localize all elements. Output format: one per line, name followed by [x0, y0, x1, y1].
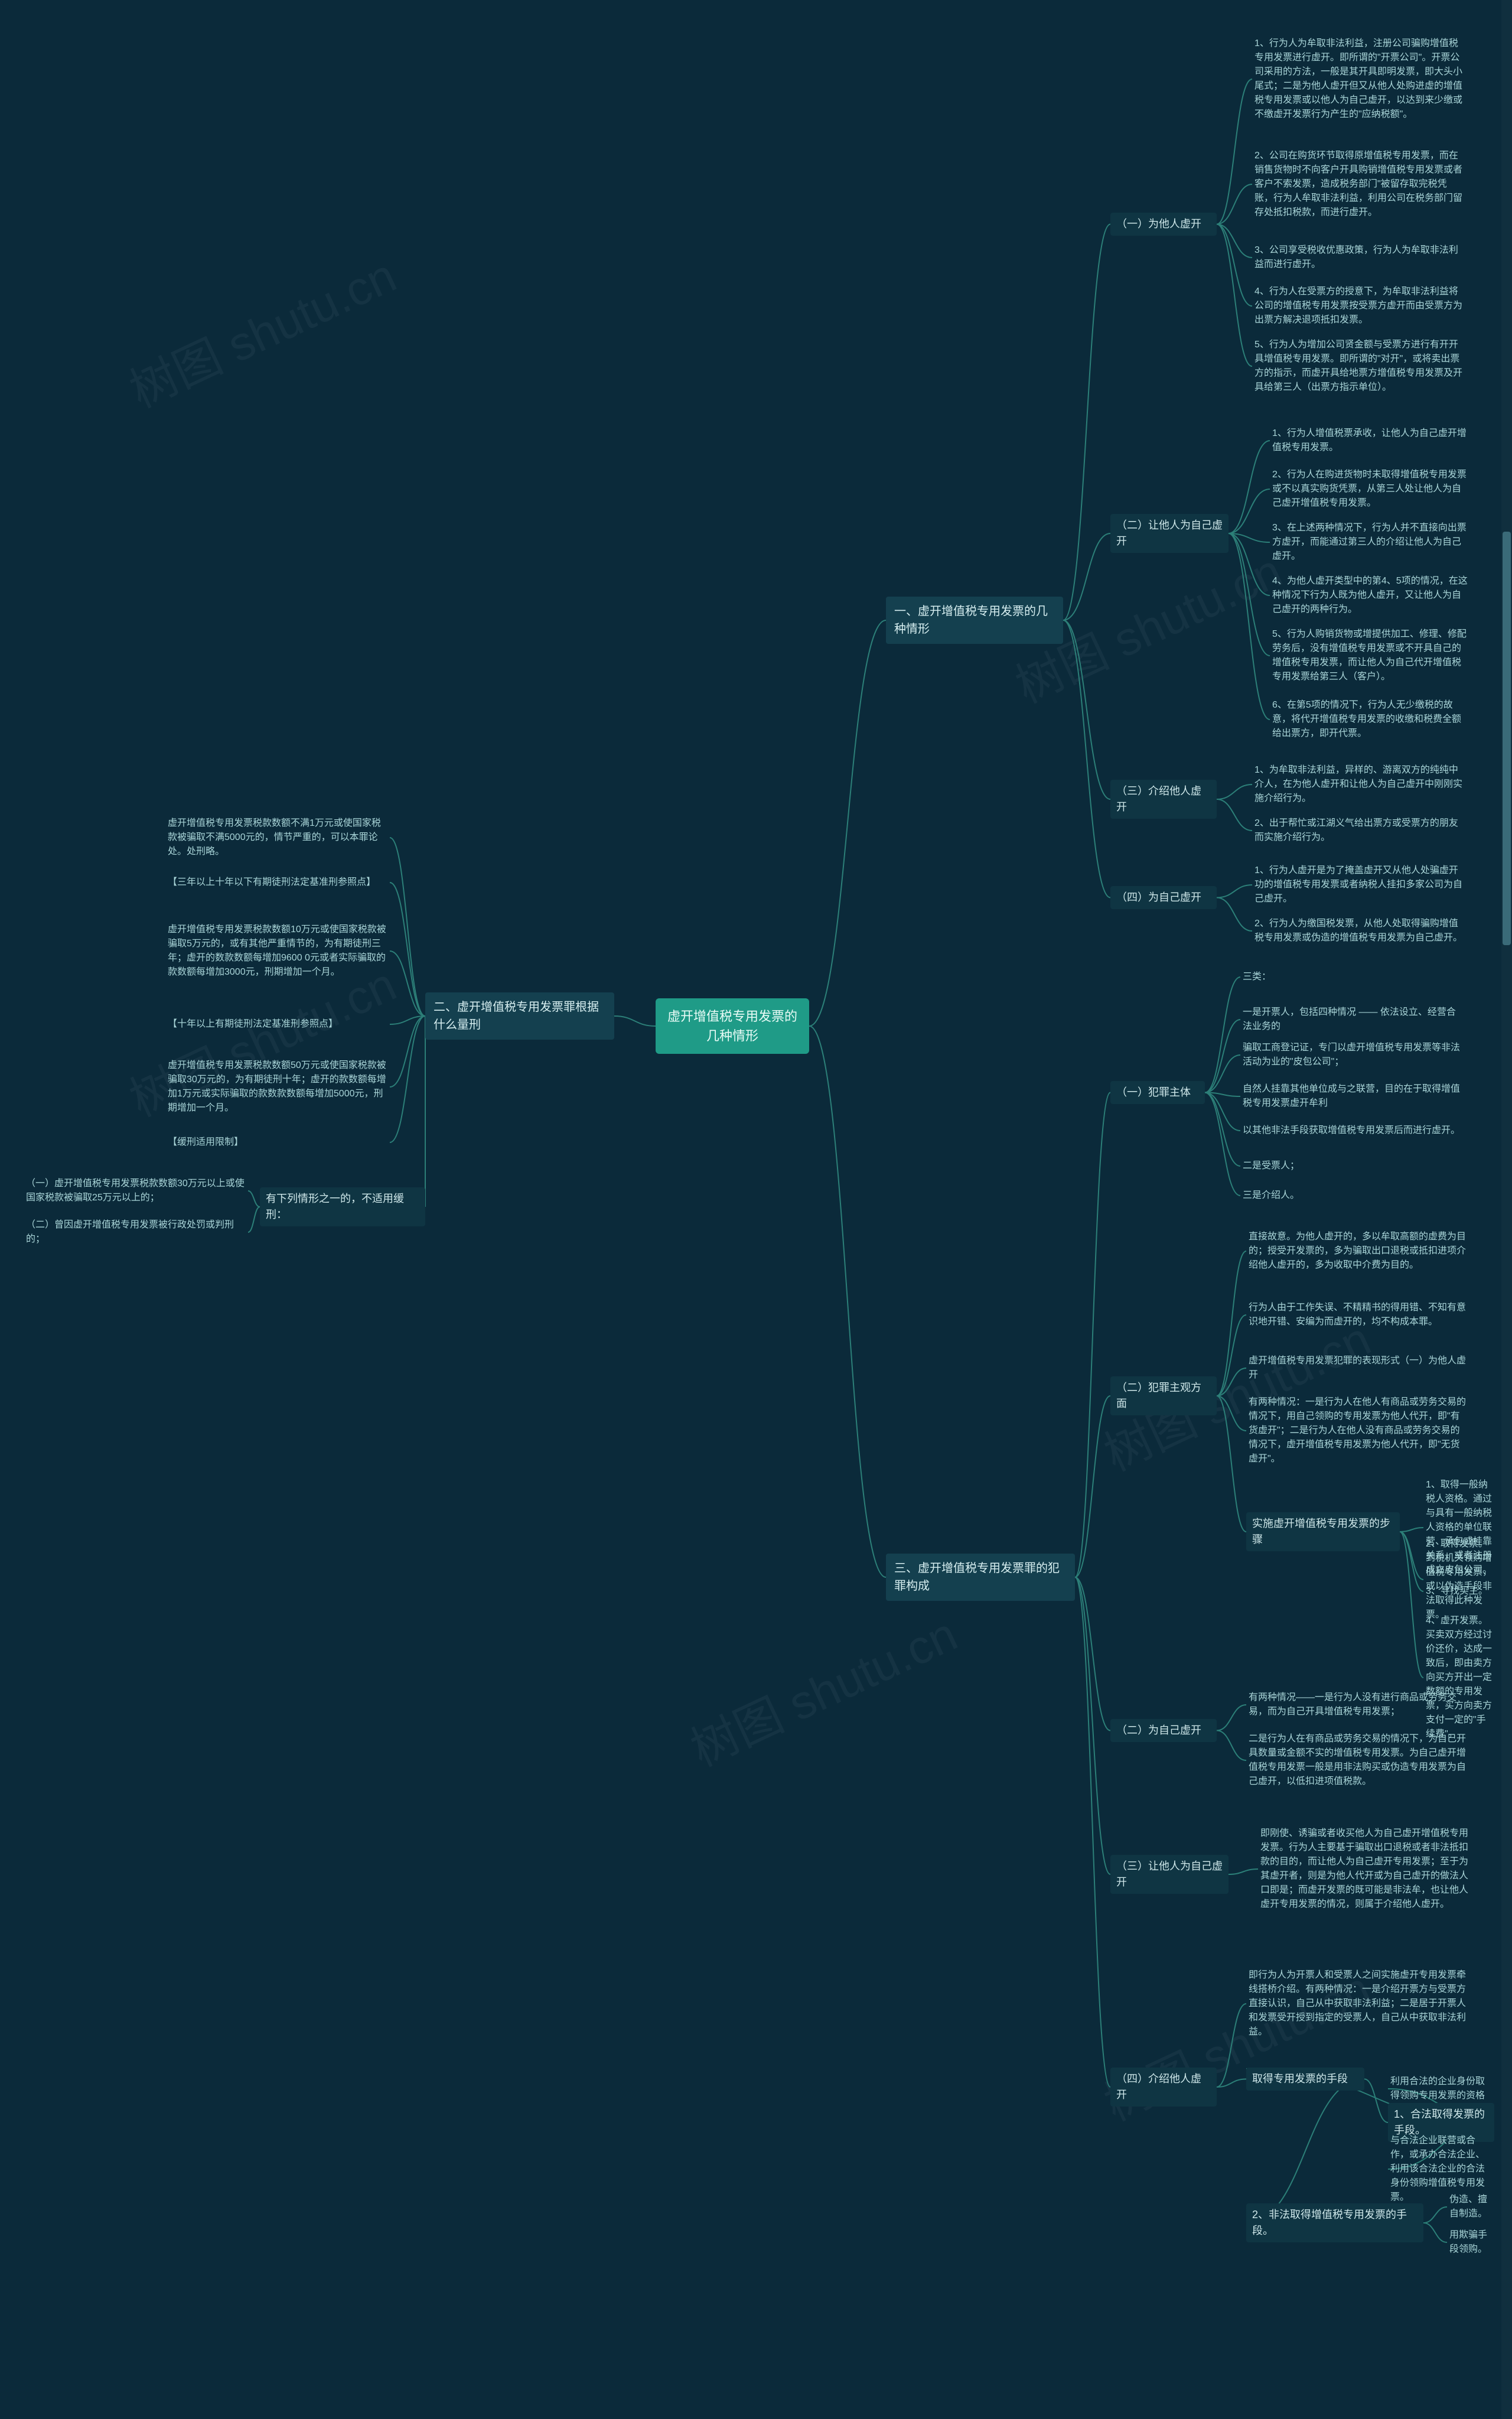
node-s1b3[interactable]: 3、在上述两种情况下，行为人并不直接向出票方虚开，而能通过第三人的介绍让他人为自…: [1270, 520, 1471, 565]
node-s1d2[interactable]: 2、行为人为缴国税发票，从他人处取得骗购增值税专用发票或伪造的增值税专用发票为自…: [1252, 916, 1465, 946]
node-s3[interactable]: 三、虚开增值税专用发票罪的犯罪构成: [886, 1554, 1075, 1601]
node-s3e2b1[interactable]: 伪造、擅自制造。: [1447, 2192, 1494, 2222]
mindmap-canvas: 树图 shutu.cn树图 shutu.cn树图 shutu.cn树图 shut…: [0, 0, 1512, 2419]
node-s3bS4[interactable]: 4、虚开发票。买卖双方经过讨价还价，达成一致后，即由卖方向买方开出一定数额的专用…: [1423, 1613, 1494, 1743]
node-s3e2a1[interactable]: [1246, 2068, 1251, 2070]
node-s2g[interactable]: 有下列情形之一的，不适用缓刑：: [260, 1187, 425, 1226]
node-s3c[interactable]: （二）为自己虚开: [1110, 1719, 1217, 1742]
node-s1b2[interactable]: 2、行为人在购进货物时未取得增值税专用发票或不以真实购货凭票，从第三人处让他人为…: [1270, 467, 1471, 512]
node-s1b4[interactable]: 4、为他人虚开类型中的第4、5项的情况，在这种情况下行为人既为他人虚开，又让他人…: [1270, 573, 1471, 618]
node-s3e2b[interactable]: 2、非法取得增值税专用发票的手段。: [1246, 2203, 1423, 2242]
node-s1a[interactable]: （一）为他人虚开: [1110, 213, 1217, 236]
node-s1a4[interactable]: 4、行为人在受票方的授意下，为牟取非法利益将公司的增值税专用发票按受票方虚开而由…: [1252, 284, 1465, 328]
node-s3a4[interactable]: 自然人挂靠其他单位成与之联营，目的在于取得增值税专用发票虚开牟利: [1240, 1081, 1465, 1112]
node-s2[interactable]: 二、虚开增值税专用发票罪根据什么量刑: [425, 992, 614, 1040]
scrollbar-thumb[interactable]: [1503, 532, 1511, 945]
node-s2b[interactable]: 【三年以上十年以下有期徒刑法定基准刑参照点】: [165, 874, 390, 891]
node-s3bS3[interactable]: 3、寻找买主。: [1423, 1583, 1494, 1600]
node-s1b5[interactable]: 5、行为人购销货物或增提供加工、修理、修配劳务后，没有增值税专用发票或不开具自己…: [1270, 626, 1471, 685]
node-s1c[interactable]: （三）介绍他人虚开: [1110, 780, 1217, 819]
node-s1a5[interactable]: 5、行为人为增加公司贤金额与受票方进行有开开具增值税专用发票。即所谓的"对开"，…: [1252, 337, 1465, 396]
node-s3a1[interactable]: 三类：: [1240, 969, 1276, 985]
node-s2g1[interactable]: （一）虚开增值税专用发票税款数额30万元以上或使国家税款被骗取25万元以上的；: [24, 1176, 248, 1206]
node-s3d1[interactable]: 即刚使、诱骗或者收买他人为自己虚开增值税专用发票。行为人主要基于骗取出口退税或者…: [1258, 1825, 1477, 1913]
node-s3a6[interactable]: 二是受票人；: [1240, 1158, 1323, 1174]
node-s2d[interactable]: 【十年以上有期徒刑法定基准刑参照点】: [165, 1016, 390, 1033]
node-s3b3[interactable]: 虚开增值税专用发票犯罪的表现形式（一）为他人虚开: [1246, 1353, 1471, 1383]
node-s1a3[interactable]: 3、公司享受税收优惠政策，行为人为牟取非法利益而进行虚开。: [1252, 242, 1465, 273]
node-s1a2[interactable]: 2、公司在购货环节取得原增值税专用发票，而在销售货物时不向客户开具购销增值税专用…: [1252, 148, 1465, 221]
node-s1b6[interactable]: 6、在第5项的情况下，行为人无少缴税的故意，将代开增值税专用发票的收缴和税费全额…: [1270, 697, 1471, 742]
node-s3bS[interactable]: 实施虚开增值税专用发票的步骤: [1246, 1512, 1400, 1551]
node-s2c[interactable]: 虚开增值税专用发票税款数额10万元或使国家税款被骗取5万元的，或有其他严重情节的…: [165, 922, 390, 981]
node-s1c2[interactable]: 2、出于帮忙或江湖义气给出票方或受票方的朋友而实施介绍行为。: [1252, 815, 1465, 846]
node-s3b1[interactable]: 直接故意。为他人虚开的，多以牟取高额的虚费为目的；授受开发票的，多为骗取出口退税…: [1246, 1229, 1471, 1274]
node-s3d[interactable]: （三）让他人为自己虚开: [1110, 1855, 1228, 1894]
node-s3b[interactable]: （二）犯罪主观方面: [1110, 1376, 1217, 1415]
node-s3a7[interactable]: 三是介绍人。: [1240, 1187, 1323, 1204]
node-s1d[interactable]: （四）为自己虚开: [1110, 886, 1217, 909]
node-root[interactable]: 虚开增值税专用发票的几种情形: [656, 998, 809, 1054]
node-s3e2b2[interactable]: 用欺骗手段领购。: [1447, 2227, 1494, 2258]
node-s3e[interactable]: （四）介绍他人虚开: [1110, 2068, 1217, 2107]
node-s3c1[interactable]: 有两种情况——一是行为人没有进行商品或劳务交易，而为自己开具增值税专用发票；: [1246, 1689, 1471, 1720]
node-s1c1[interactable]: 1、为牟取非法利益，异样的、游离双方的纯纯中介人，在为他人虚开和让他人为自己虚开…: [1252, 762, 1465, 807]
node-s3a3[interactable]: 骗取工商登记证，专门以虚开增值税专用发票等非法活动为业的"皮包公司"；: [1240, 1040, 1465, 1070]
node-s3a[interactable]: （一）犯罪主体: [1110, 1081, 1205, 1104]
node-s1d1[interactable]: 1、行为人虚开是为了掩盖虚开又从他人处骗虚开功的增值税专用发票或者纳税人挂扣多家…: [1252, 862, 1465, 907]
node-s3b4[interactable]: 有两种情况：一是行为人在他人有商品或劳务交易的情况下，用自己领购的专用发票为他人…: [1246, 1394, 1471, 1467]
node-s3e2a2[interactable]: 利用合法的企业身份取得领购专用发票的资格: [1388, 2073, 1494, 2104]
node-s1b[interactable]: （二）让他人为自己虚开: [1110, 514, 1228, 553]
node-s1a1[interactable]: 1、行为人为牟取非法利益，注册公司骗购增值税专用发票进行虚开。即所谓的"开票公司…: [1252, 35, 1465, 123]
scrollbar-vertical[interactable]: [1501, 0, 1512, 2419]
node-s2e[interactable]: 虚开增值税专用发票税款数额50万元或使国家税款被骗取30万元的，为有期徒刑十年；…: [165, 1057, 390, 1116]
node-s3e1[interactable]: 即行为人为开票人和受票人之间实施虚开专用发票牵线搭桥介绍。有两种情况：一是介绍开…: [1246, 1967, 1471, 2040]
node-s1b1[interactable]: 1、行为人增值税票承收，让他人为自己虚开增值税专用发票。: [1270, 425, 1471, 456]
node-s2a[interactable]: 虚开增值税专用发票税款数额不满1万元或使国家税款被骗取不满5000元的，情节严重…: [165, 815, 390, 860]
node-s3b2[interactable]: 行为人由于工作失误、不精精书的得用错、不知有意识地开错、安编为而虚开的，均不构成…: [1246, 1300, 1471, 1330]
node-s3a2[interactable]: 一是开票人，包括四种情况 —— 依法设立、经营合法业务的: [1240, 1004, 1465, 1035]
node-s3a5[interactable]: 以其他非法手段获取增值税专用发票后而进行虚开。: [1240, 1122, 1465, 1139]
node-s3bS2[interactable]: 2、取得发票。到税机关领购增值税专用发票，或以伪造手段非法取得此种发票。: [1423, 1536, 1494, 1623]
node-s2f[interactable]: 【缓刑适用限制】: [165, 1134, 390, 1151]
node-s1[interactable]: 一、虚开增值税专用发票的几种情形: [886, 597, 1063, 644]
node-s3c2[interactable]: 二是行为人在有商品或劳务交易的情况下，为自己开具数量或金额不实的增值税专用发票。…: [1246, 1731, 1471, 1790]
node-s3e2[interactable]: 取得专用发票的手段: [1246, 2068, 1364, 2091]
node-s2g2[interactable]: （二）曾因虚开增值税专用发票被行政处罚或判刑的；: [24, 1217, 248, 1248]
